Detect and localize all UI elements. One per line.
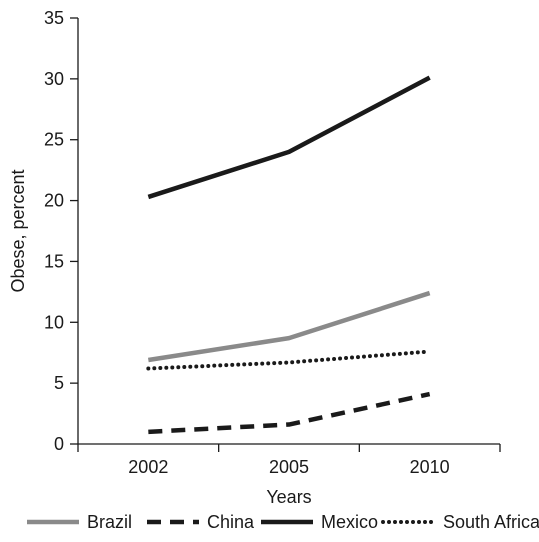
x-ticks: 2002 2005 2010 xyxy=(77,444,501,477)
series-line-brazil xyxy=(147,290,431,363)
legend-label: Brazil xyxy=(87,512,132,532)
series-line-china xyxy=(148,391,431,435)
y-tick-label: 15 xyxy=(44,251,64,271)
y-axis-title: Obese, percent xyxy=(8,169,28,292)
y-tick-label: 30 xyxy=(44,69,64,89)
y-tick-label: 20 xyxy=(44,191,64,211)
x-tick-label: 2010 xyxy=(410,457,450,477)
x-tick-label: 2005 xyxy=(269,457,309,477)
y-tick-label: 5 xyxy=(54,373,64,393)
axes xyxy=(77,18,500,445)
legend-label: South Africa xyxy=(443,512,539,532)
y-tick-label: 10 xyxy=(44,312,64,332)
x-axis-title: Years xyxy=(266,487,311,507)
y-tick-label: 25 xyxy=(44,130,64,150)
series-line-south-africa xyxy=(146,349,432,371)
legend-label: Mexico xyxy=(321,512,378,532)
y-tick-label: 0 xyxy=(54,434,64,454)
legend: Brazil China Mexico South Africa xyxy=(27,512,539,532)
y-ticks: 0 5 10 15 20 25 30 35 xyxy=(44,8,78,454)
x-tick-label: 2002 xyxy=(128,457,168,477)
series-line-mexico xyxy=(147,75,431,200)
y-tick-label: 35 xyxy=(44,8,64,28)
series-lines xyxy=(146,75,432,435)
legend-label: China xyxy=(207,512,255,532)
